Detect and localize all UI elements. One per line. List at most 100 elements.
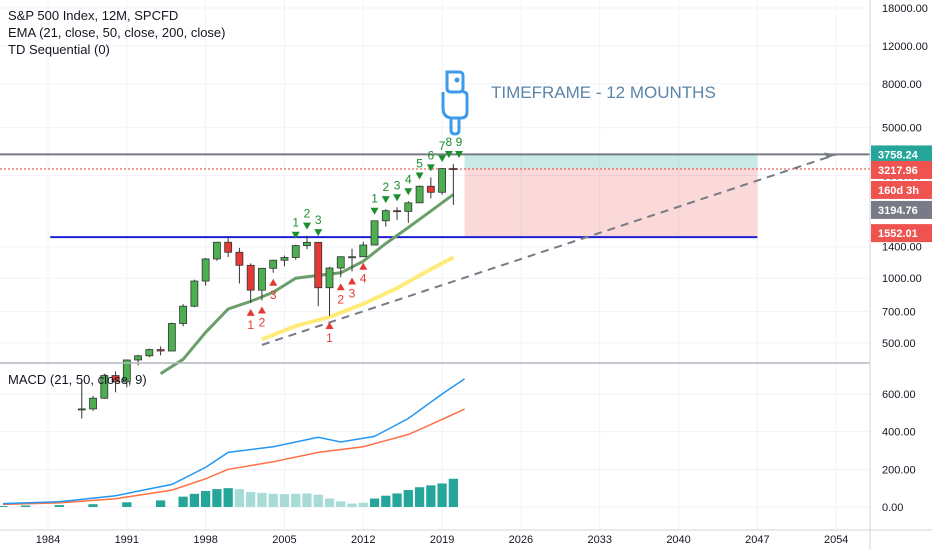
td-buy-label: 4 <box>360 272 367 286</box>
time-tick-label: 2040 <box>666 534 690 546</box>
macd-histogram-bar <box>178 496 188 507</box>
candle-body <box>370 220 379 246</box>
price-tick-label: 1400.00 <box>882 242 922 254</box>
horizontal-levels[interactable] <box>0 152 870 346</box>
candle-body <box>246 264 255 291</box>
price-tick-label: 8000.00 <box>882 79 922 91</box>
td-buy-label: 3 <box>270 288 277 302</box>
td-sell-arrow <box>314 229 323 237</box>
annotation-text: TIMEFRAME - 12 MOUNTHS <box>491 83 716 102</box>
price-tag-current <box>871 160 932 179</box>
macd-histogram-bar <box>223 488 233 507</box>
td-buy-arrow <box>336 283 345 291</box>
td-sell-label: 4 <box>405 172 412 186</box>
macd-histogram-bar <box>268 493 278 507</box>
price-tick-label: 12000.00 <box>882 41 928 53</box>
legend-macd[interactable]: MACD (21, 50, close, 9) <box>8 372 147 387</box>
td-sell-arrow <box>438 155 447 163</box>
macd-histogram-bar <box>234 489 245 507</box>
candle-body <box>303 241 311 246</box>
candle-body <box>438 168 447 193</box>
price-tick-label: 700.00 <box>882 307 916 319</box>
legend-ema[interactable]: EMA (21, close, 50, close, 200, close) <box>8 25 226 40</box>
price-tick-label: 18000.00 <box>882 3 928 15</box>
td-buy-arrow <box>246 308 255 316</box>
td-sell-arrow <box>393 194 402 202</box>
macd-histogram-bar <box>122 502 132 507</box>
position-tool[interactable] <box>464 154 758 238</box>
price-tag-last_close <box>871 200 932 219</box>
position-loss-zone[interactable] <box>464 168 758 238</box>
price-tag-current-text: 3217.96 <box>878 165 918 177</box>
price-tags: 3758.24 3217.96 160d 3h 3194.76 1552.01 <box>871 145 932 243</box>
price-tag-target <box>871 145 932 164</box>
time-tick-label: 2033 <box>587 534 611 546</box>
time-tick-label: 2026 <box>509 534 533 546</box>
macd-tick-label: 600.00 <box>882 389 916 401</box>
candle-body <box>77 408 86 411</box>
position-profit-zone[interactable] <box>464 154 758 169</box>
macd-histogram-bar <box>313 494 323 507</box>
candle-body <box>269 259 278 269</box>
td-sell-label: 5 <box>416 157 423 171</box>
price-tick-label: 1000.00 <box>882 273 922 285</box>
td-sell-label: 2 <box>304 207 311 221</box>
candle-body <box>291 245 300 258</box>
candle-body <box>89 397 97 410</box>
macd-histogram-bar <box>448 478 458 507</box>
macd-histogram-bar <box>54 505 64 507</box>
macd-signal-line <box>2 408 465 506</box>
candle-body <box>111 375 120 383</box>
td-sell-arrow <box>454 150 463 158</box>
time-tick-label: 1998 <box>193 534 217 546</box>
macd-histogram-bar <box>291 493 301 507</box>
legend-title[interactable]: S&P 500 Index, 12M, SPCFD <box>8 8 179 23</box>
td-buy-label: 1 <box>326 331 333 345</box>
td-sell-arrow <box>370 207 379 215</box>
ema-lines <box>159 193 455 375</box>
td-buy-label: 2 <box>337 292 344 306</box>
candle-body <box>336 256 345 269</box>
td-sell-label: 1 <box>292 216 299 230</box>
ema-200-line <box>261 255 455 342</box>
price-tag-countdown <box>871 180 932 199</box>
candle-body <box>212 241 221 260</box>
candle-body <box>348 256 356 259</box>
macd-tick-label: 400.00 <box>882 427 916 439</box>
macd-histogram-bar <box>392 493 402 507</box>
macd-histogram-bar <box>201 490 211 507</box>
td-sell-arrow <box>426 164 435 172</box>
td-sell-label: 8 <box>446 135 453 149</box>
macd-histogram-bar <box>302 493 312 507</box>
macd-tick-label: 0.00 <box>882 502 903 514</box>
macd-histogram-bar <box>246 491 256 507</box>
time-tick-label: 2005 <box>272 534 296 546</box>
macd-histogram-bar <box>324 498 335 507</box>
macd-histogram-bar <box>403 490 413 507</box>
macd-histogram-bar <box>369 498 380 507</box>
time-tick-label: 1984 <box>36 534 60 546</box>
candle-body <box>359 244 368 258</box>
macd-histogram-bar <box>358 502 368 507</box>
time-tick-label: 2012 <box>351 534 375 546</box>
macd-histogram-bar <box>189 493 200 507</box>
trend-line[interactable] <box>261 153 837 346</box>
td-sell-label: 6 <box>427 148 434 162</box>
candle-body <box>145 349 154 357</box>
candle-body <box>224 241 233 253</box>
candle-body <box>393 210 401 213</box>
candle-body <box>100 375 109 399</box>
td-sell-arrow <box>302 222 311 230</box>
candle-body <box>314 241 323 289</box>
td-sell-arrow <box>415 172 424 180</box>
td-sell-label: 1 <box>371 192 378 206</box>
td-sell-label: 9 <box>456 135 463 149</box>
candle-body <box>156 349 165 352</box>
legend-td[interactable]: TD Sequential (0) <box>8 42 110 57</box>
trend-line-arrow <box>824 152 837 159</box>
td-buy-arrow <box>348 277 357 285</box>
td-buy-arrow <box>257 306 266 314</box>
time-tick-label: 2047 <box>745 534 769 546</box>
td-sell-arrow <box>381 196 390 204</box>
